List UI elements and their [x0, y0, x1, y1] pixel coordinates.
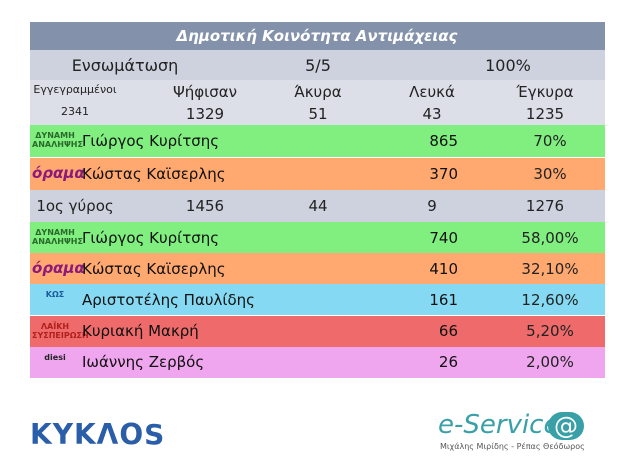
candidate-name: Κυριακή Μακρή: [82, 322, 199, 341]
party-logo: όραμα: [32, 163, 85, 182]
summary-row: Ενσωμάτωση 5/5 100%: [30, 50, 605, 80]
column-label: Ψήφισαν: [172, 83, 238, 101]
total-value: 51: [308, 105, 328, 123]
round1-label: 1ος γύρος: [36, 197, 114, 215]
column-label: Έγκυρα: [516, 83, 574, 101]
candidate-votes: 161: [429, 290, 458, 309]
candidate-row: ΛΑΪΚΗ ΣΥΣΠΕΙΡΩΣΗ Κυριακή Μακρή 66 5,20%: [30, 315, 605, 347]
service-logo: e-Service: [438, 410, 560, 440]
candidate-row: όραμα Κώστας Καϊσερλης 370 30%: [30, 157, 605, 190]
column-label: Λευκά: [409, 83, 455, 101]
title-bar: Δημοτική Κοινότητα Αντιμάχειας: [30, 22, 605, 50]
candidate-name: Γιώργος Κυρίτσης: [82, 228, 220, 247]
candidate-name: Κώστας Καϊσερλης: [82, 259, 226, 278]
columns-row: Εγγεγραμμένοι Ψήφισαν Άκυρα Λευκά Έγκυρα: [30, 80, 605, 102]
candidate-name: Αριστοτέλης Παυλίδης: [82, 290, 255, 309]
candidate-row: ΔΥΝΑΜΗ ΑΝΑΛΗΨΗΣ Γιώργος Κυρίτσης 740 58,00%: [30, 222, 605, 253]
candidate-votes: 740: [429, 228, 458, 247]
totals-row: 2341 1329 51 43 1235: [30, 102, 605, 125]
candidate-percent: 2,00%: [526, 353, 574, 372]
total-value: 43: [422, 105, 442, 123]
candidate-name: Κώστας Καϊσερλης: [82, 164, 226, 183]
party-logo: όραμα: [32, 259, 85, 278]
total-value: 2341: [61, 105, 89, 118]
summary-label: Ενσωμάτωση: [71, 56, 179, 75]
candidate-votes: 26: [438, 353, 458, 372]
column-label: Εγγεγραμμένοι: [33, 83, 117, 96]
candidate-percent: 30%: [533, 164, 567, 183]
party-logo: diesi: [44, 352, 66, 362]
candidate-percent: 5,20%: [526, 322, 574, 341]
service-credits: Μιχάλης Μιρίδης - Ρέπας Θεόδωρος: [440, 442, 585, 451]
summary-count: 5/5: [305, 56, 331, 75]
column-label: Άκυρα: [294, 83, 342, 101]
candidate-votes: 865: [429, 132, 458, 150]
total-value: 1329: [185, 105, 225, 123]
candidate-percent: 32,10%: [521, 259, 579, 278]
round1-total: 1276: [525, 197, 565, 215]
brand-logo: ΚΥΚΛΟS: [30, 418, 166, 451]
candidate-votes: 370: [429, 164, 458, 183]
round1-row: 1ος γύρος 1456 44 9 1276: [30, 190, 605, 222]
round1-total: 44: [308, 197, 328, 215]
total-value: 1235: [525, 105, 565, 123]
candidate-row: diesi Ιωάννης Ζερβός 26 2,00%: [30, 346, 605, 378]
candidate-name: Γιώργος Κυρίτσης: [82, 132, 220, 150]
round1-total: 1456: [185, 197, 225, 215]
candidate-percent: 58,00%: [521, 228, 579, 247]
candidate-percent: 12,60%: [521, 290, 579, 309]
service-at: @: [548, 412, 584, 440]
candidate-row: ΚΩΣ Αριστοτέλης Παυλίδης 161 12,60%: [30, 284, 605, 316]
party-logo: ΛΑΪΚΗ ΣΥΣΠΕΙΡΩΣΗ: [32, 321, 89, 340]
candidate-name: Ιωάννης Ζερβός: [82, 353, 205, 372]
title: Δημοτική Κοινότητα Αντιμάχειας: [176, 27, 458, 45]
candidate-percent: 70%: [533, 132, 567, 150]
candidate-votes: 66: [438, 322, 458, 341]
candidate-row: ΔΥΝΑΜΗ ΑΝΑΛΗΨΗΣ Γιώργος Κυρίτσης 865 70%: [30, 125, 605, 157]
candidate-row: όραμα Κώστας Καϊσερλης 410 32,10%: [30, 253, 605, 285]
round1-total: 9: [427, 197, 437, 215]
party-logo: ΔΥΝΑΜΗ ΑΝΑΛΗΨΗΣ: [32, 228, 83, 246]
summary-percent: 100%: [485, 56, 531, 75]
candidate-votes: 410: [429, 259, 458, 278]
party-logo: ΔΥΝΑΜΗ ΑΝΑΛΗΨΗΣ: [32, 131, 83, 149]
party-logo: ΚΩΣ: [45, 290, 65, 300]
